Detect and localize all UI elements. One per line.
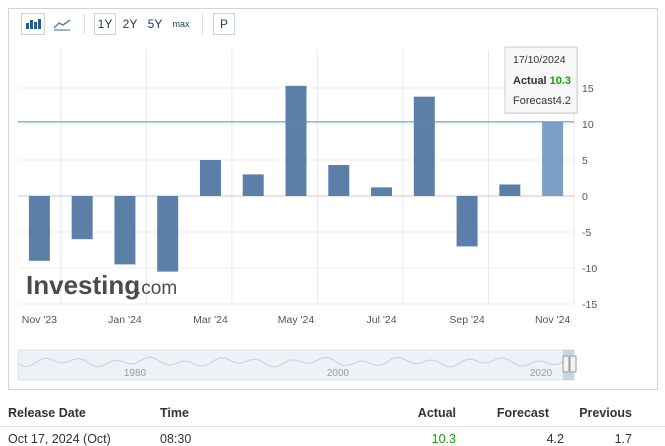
bar [242,174,264,196]
row-release-date: Oct 17, 2024 (Oct) [8,432,111,446]
bar [71,196,93,240]
bar [285,85,307,196]
watermark-suffix: .com [136,278,177,299]
bar [542,121,564,196]
header-previous: Previous [579,406,632,420]
range-1y-button[interactable]: 1Y [94,13,116,35]
header-release-date: Release Date [8,406,86,420]
y-tick-label: -5 [582,227,591,239]
y-tick-label: 15 [582,83,594,95]
tooltip-actual-value: 10.3 [550,75,571,87]
bar [157,196,179,272]
header-time: Time [160,406,189,420]
range-max-button[interactable]: max [169,13,193,35]
area-chart-icon[interactable] [50,13,74,35]
row-previous: 1.7 [614,432,632,446]
header-forecast: Forecast [496,406,549,420]
bar-chart-icon[interactable] [21,13,45,35]
chart-area: 15 10 5 0 -5 -10 -15 Nov '23 Jan '24 Mar '24 May '… [17,46,597,381]
x-tick-label: Jul '24 [367,314,397,326]
tooltip-actual-label: Actual [513,75,547,87]
y-tick-label: -10 [582,263,597,275]
p-button[interactable]: P [213,13,235,35]
y-tick-label: -15 [582,299,597,311]
x-tick-label: May '24 [278,314,315,326]
y-tick-label: 10 [582,119,594,131]
bar [371,187,393,196]
bar [114,196,136,265]
tooltip-box [504,46,578,114]
row-forecast: 4.2 [546,432,564,446]
navigator-background [17,349,575,381]
bar [413,96,435,196]
y-tick-label: 5 [582,155,588,167]
row-time: 08:30 [160,432,192,446]
chart-toolbar: 1Y 2Y 5Y max P [9,9,657,39]
x-tick-label: Jan '24 [108,314,142,326]
navigator-handle-right[interactable] [569,355,577,373]
x-tick-label: Nov '24 [535,314,570,326]
table-divider [0,426,665,427]
navigator-year-label: 1980 [124,368,147,379]
navigator-handle-left[interactable] [562,355,570,373]
release-table: Release Date Time Actual Forecast Previo… [0,402,665,446]
bar [456,196,478,247]
row-actual: 10.3 [431,432,456,446]
x-tick-label: Nov '23 [22,314,57,326]
range-5y-button[interactable]: 5Y [144,13,166,35]
tooltip-forecast-label: Forecast [513,95,556,107]
navigator-year-label: 2020 [530,368,553,379]
navigator-series [17,356,575,368]
y-tick-label: 0 [582,191,588,203]
header-actual: Actual [417,406,456,420]
bar [28,196,50,261]
tooltip-forecast-value: 4.2 [556,95,571,107]
bar [328,165,350,196]
watermark-logo: Investing [26,270,140,300]
bar [499,184,521,196]
navigator-year-label: 2000 [327,368,350,379]
x-tick-label: Mar '24 [193,314,228,326]
bar [199,160,221,196]
range-2y-button[interactable]: 2Y [119,13,141,35]
tooltip-date: 17/10/2024 [513,54,566,66]
x-tick-label: Sep '24 [449,314,484,326]
